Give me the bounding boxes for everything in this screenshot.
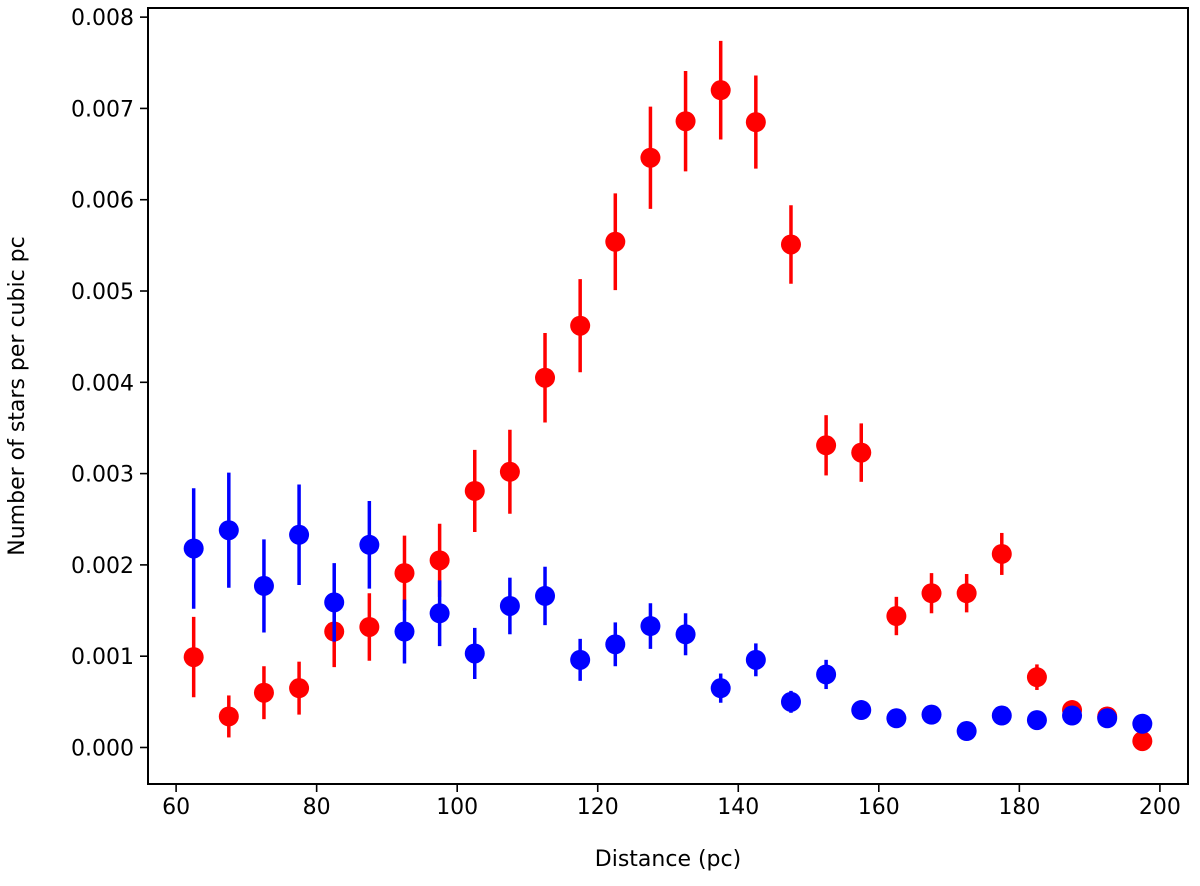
data-point <box>851 700 872 721</box>
data-point <box>991 543 1012 564</box>
data-point <box>1097 708 1118 729</box>
data-point <box>499 461 520 482</box>
data-point <box>991 705 1012 726</box>
data-point <box>359 534 380 555</box>
data-point <box>429 550 450 571</box>
data-point <box>1062 705 1083 726</box>
x-tick-label: 100 <box>436 795 478 820</box>
data-point <box>956 583 977 604</box>
y-tick-label: 0.004 <box>71 371 134 396</box>
data-point <box>570 649 591 670</box>
data-point <box>1026 710 1047 731</box>
data-point <box>675 624 696 645</box>
data-point <box>289 678 310 699</box>
data-point <box>429 603 450 624</box>
data-point <box>640 616 661 637</box>
data-point <box>605 634 626 655</box>
x-tick-label: 140 <box>717 795 759 820</box>
y-tick-label: 0.000 <box>71 736 134 761</box>
data-point <box>464 643 485 664</box>
data-point <box>921 583 942 604</box>
x-tick-label: 200 <box>1139 795 1181 820</box>
y-tick-label: 0.006 <box>71 189 134 214</box>
data-point <box>218 706 239 727</box>
data-point <box>745 112 766 133</box>
y-tick-label: 0.005 <box>71 280 134 305</box>
data-point <box>886 606 907 627</box>
data-point <box>253 575 274 596</box>
data-point <box>183 538 204 559</box>
y-tick-label: 0.008 <box>71 6 134 31</box>
y-axis-label: Number of stars per cubic pc <box>5 236 30 555</box>
data-point <box>394 563 415 584</box>
data-point <box>218 520 239 541</box>
data-point <box>851 442 872 463</box>
data-point <box>816 664 837 685</box>
data-point <box>289 524 310 545</box>
data-point <box>780 234 801 255</box>
y-tick-label: 0.007 <box>71 97 134 122</box>
y-tick-label: 0.002 <box>71 554 134 579</box>
data-point <box>886 708 907 729</box>
data-point <box>605 231 626 252</box>
data-point <box>675 111 696 132</box>
plot-frame <box>147 7 1189 785</box>
x-axis: 60 80 100 120 140 160 180 200 <box>162 784 1181 820</box>
data-point <box>499 595 520 616</box>
data-point <box>956 721 977 742</box>
x-axis-label: Distance (pc) <box>595 847 741 872</box>
data-point <box>710 678 731 699</box>
x-tick-label: 180 <box>998 795 1040 820</box>
data-point <box>570 315 591 336</box>
y-tick-label: 0.001 <box>71 645 134 670</box>
data-point <box>710 80 731 101</box>
y-axis: 0.000 0.001 0.002 0.003 0.004 0.005 0.006 0.007… <box>71 6 148 761</box>
data-point <box>640 147 661 168</box>
data-point <box>921 704 942 725</box>
x-tick-label: 160 <box>858 795 900 820</box>
data-point <box>780 691 801 712</box>
x-tick-label: 80 <box>303 795 331 820</box>
data-point <box>1026 667 1047 688</box>
series-1 <box>183 472 1153 742</box>
data-point <box>535 585 556 606</box>
data-point <box>816 435 837 456</box>
y-tick-label: 0.003 <box>71 463 134 488</box>
data-point <box>745 649 766 670</box>
data-layer <box>183 40 1153 752</box>
x-tick-label: 120 <box>577 795 619 820</box>
data-point <box>394 621 415 642</box>
data-point <box>324 592 345 613</box>
data-point <box>183 647 204 668</box>
data-point <box>359 616 380 637</box>
data-point <box>253 682 274 703</box>
data-point <box>1132 731 1153 752</box>
x-tick-label: 60 <box>162 795 190 820</box>
data-point <box>535 367 556 388</box>
data-point <box>464 480 485 501</box>
data-point <box>1132 713 1153 734</box>
